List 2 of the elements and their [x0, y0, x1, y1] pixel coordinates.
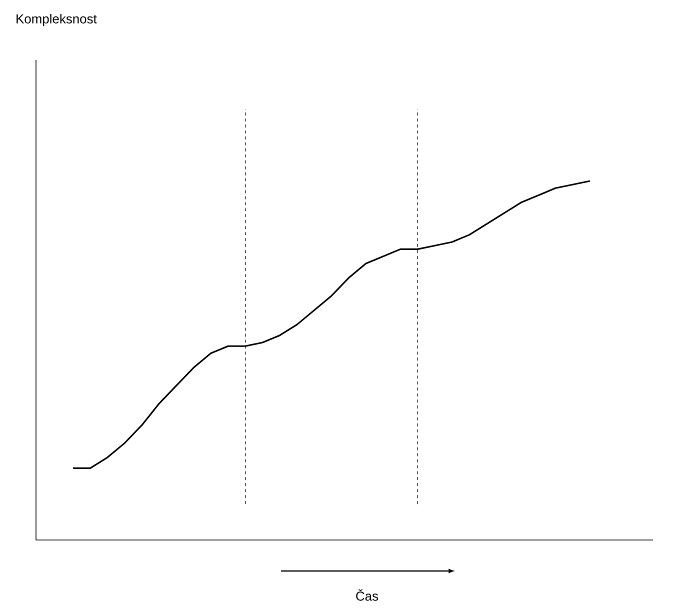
x-axis-title: Čas — [356, 589, 378, 601]
text: Kompleksnost — [16, 14, 97, 26]
